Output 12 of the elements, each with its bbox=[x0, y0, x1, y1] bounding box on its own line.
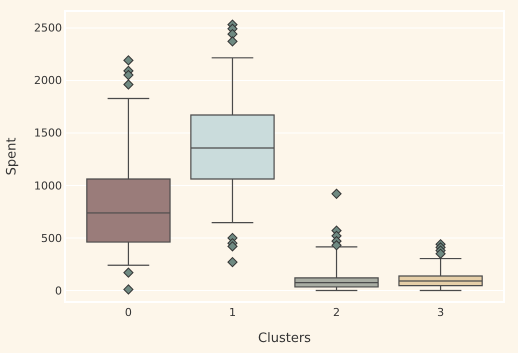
y-tick-label: 500 bbox=[41, 232, 62, 245]
x-axis-title: Clusters bbox=[258, 331, 312, 346]
x-tick-label: 3 bbox=[437, 306, 444, 319]
x-tick-label: 2 bbox=[333, 306, 340, 319]
x-tick-label: 1 bbox=[228, 306, 236, 319]
y-axis-title: Spent bbox=[4, 138, 20, 176]
y-tick-label: 2000 bbox=[34, 74, 62, 88]
x-tick-label: 0 bbox=[124, 306, 132, 319]
y-tick-label: 0 bbox=[55, 284, 62, 298]
y-tick-label: 2500 bbox=[34, 22, 62, 35]
y-tick-label: 1500 bbox=[34, 126, 62, 140]
y-tick-label: 1000 bbox=[34, 179, 62, 192]
